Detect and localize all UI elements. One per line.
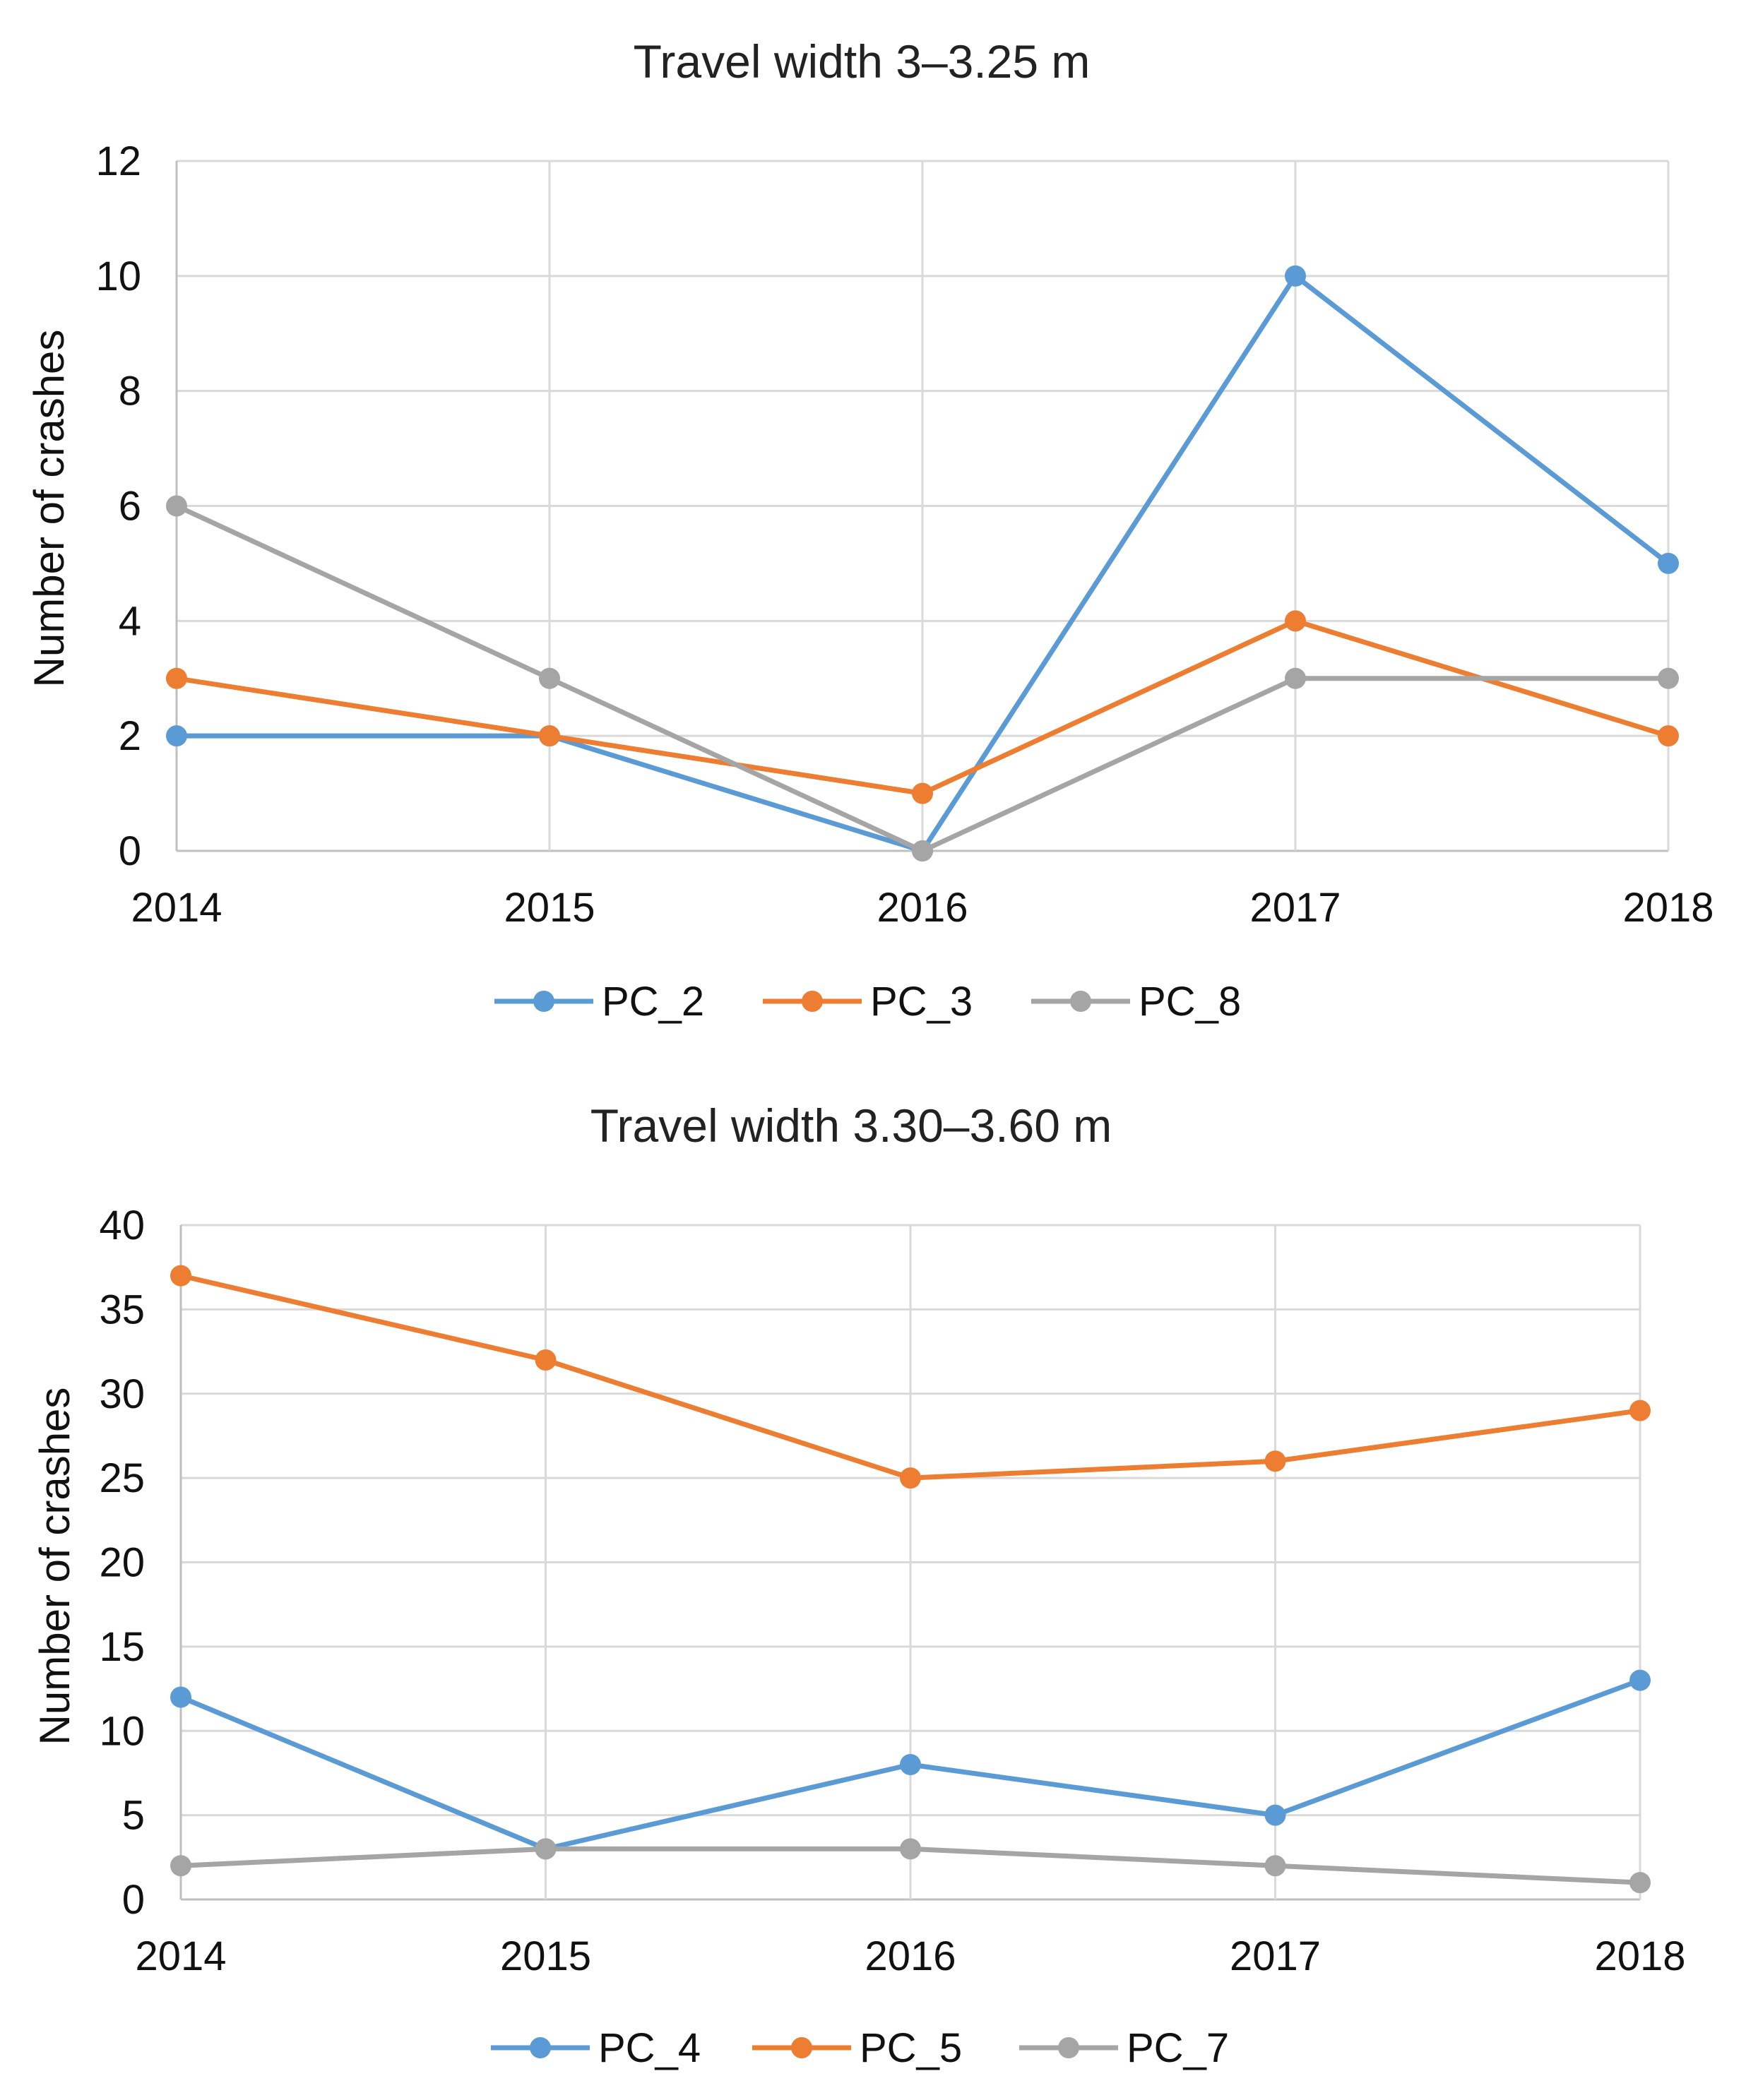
y-tick-label: 8 xyxy=(119,369,141,414)
data-point xyxy=(1264,1450,1286,1472)
chart-2-ylabel: Number of crashes xyxy=(31,1388,78,1746)
chart-2-y-ticks: 0 5 10 15 20 25 30 35 40 xyxy=(99,1203,145,1923)
data-point xyxy=(1264,1804,1286,1826)
y-tick-label: 20 xyxy=(99,1540,145,1586)
data-point xyxy=(1658,552,1679,574)
data-point xyxy=(1285,667,1306,689)
x-tick-label: 2018 xyxy=(1594,1933,1685,1979)
x-tick-label: 2017 xyxy=(1249,885,1341,931)
chart-1-legend: PC_2 PC_3 PC_8 xyxy=(494,979,1241,1025)
data-point xyxy=(1264,1855,1286,1877)
x-tick-label: 2018 xyxy=(1622,885,1714,931)
chart-2-series xyxy=(170,1265,1651,1894)
data-point xyxy=(535,1838,557,1860)
data-point xyxy=(166,495,187,517)
y-tick-label: 30 xyxy=(99,1371,145,1417)
legend-marker xyxy=(1058,2037,1079,2058)
chart-1-x-ticks: 2014 2015 2016 2017 2018 xyxy=(131,885,1714,931)
y-tick-label: 6 xyxy=(119,484,141,530)
chart-2-legend: PC_4 PC_5 PC_7 xyxy=(491,2025,1229,2071)
legend-label: PC_3 xyxy=(870,979,973,1025)
x-tick-label: 2014 xyxy=(131,885,222,931)
data-point xyxy=(1629,1872,1651,1894)
data-point xyxy=(170,1855,191,1877)
legend-label: PC_4 xyxy=(598,2025,701,2071)
data-point xyxy=(900,1838,921,1860)
data-point xyxy=(1658,667,1679,689)
x-tick-label: 2015 xyxy=(504,885,595,931)
data-point xyxy=(900,1754,921,1775)
chart-1-y-ticks: 0 2 4 6 8 10 12 xyxy=(95,138,141,874)
legend-label: PC_7 xyxy=(1127,2025,1229,2071)
data-point xyxy=(912,840,933,861)
data-point xyxy=(170,1265,191,1287)
y-tick-label: 5 xyxy=(122,1793,145,1839)
x-tick-label: 2016 xyxy=(865,1933,956,1979)
data-point xyxy=(535,1349,557,1371)
chart-2-x-ticks: 2014 2015 2016 2017 2018 xyxy=(135,1933,1685,1979)
data-point xyxy=(1658,725,1679,747)
x-tick-label: 2014 xyxy=(135,1933,226,1979)
y-tick-label: 25 xyxy=(99,1455,145,1501)
data-point xyxy=(1285,265,1306,287)
x-tick-label: 2017 xyxy=(1230,1933,1321,1979)
legend-marker xyxy=(791,2037,812,2058)
chart-1-series xyxy=(166,265,1679,861)
y-tick-label: 15 xyxy=(99,1624,145,1670)
y-tick-label: 10 xyxy=(99,1708,145,1754)
y-tick-label: 12 xyxy=(95,138,141,184)
y-tick-label: 10 xyxy=(95,253,141,299)
legend-marker xyxy=(533,991,554,1012)
chart-1-title: Travel width 3–3.25 m xyxy=(634,35,1091,88)
y-tick-label: 4 xyxy=(119,598,141,644)
y-tick-label: 40 xyxy=(99,1203,145,1248)
chart-1-grid xyxy=(175,160,1670,852)
chart-1-ylabel: Number of crashes xyxy=(25,330,73,688)
chart-2-grid xyxy=(179,1224,1641,1901)
legend-label: PC_5 xyxy=(860,2025,962,2071)
chart-2: Travel width 3.30–3.60 m Number of crash… xyxy=(31,1099,1686,2071)
legend-marker xyxy=(802,991,823,1012)
legend-marker xyxy=(1070,991,1091,1012)
x-tick-label: 2016 xyxy=(877,885,968,931)
data-point xyxy=(166,725,187,747)
data-point xyxy=(539,725,560,747)
y-tick-label: 2 xyxy=(119,713,141,759)
data-point xyxy=(1285,610,1306,632)
chart-2-title: Travel width 3.30–3.60 m xyxy=(590,1099,1112,1152)
data-point xyxy=(1629,1400,1651,1421)
y-tick-label: 35 xyxy=(99,1287,145,1332)
x-tick-label: 2015 xyxy=(500,1933,591,1979)
y-tick-label: 0 xyxy=(119,828,141,874)
data-point xyxy=(912,782,933,804)
chart-1: Travel width 3–3.25 m Number of crashes … xyxy=(25,35,1714,1025)
legend-label: PC_2 xyxy=(602,979,704,1025)
data-point xyxy=(166,667,187,689)
legend-label: PC_8 xyxy=(1139,979,1241,1025)
data-point xyxy=(900,1467,921,1489)
y-tick-label: 0 xyxy=(122,1877,145,1923)
data-point xyxy=(1629,1669,1651,1691)
legend-marker xyxy=(530,2037,551,2058)
data-point xyxy=(170,1686,191,1708)
data-point xyxy=(539,667,560,689)
